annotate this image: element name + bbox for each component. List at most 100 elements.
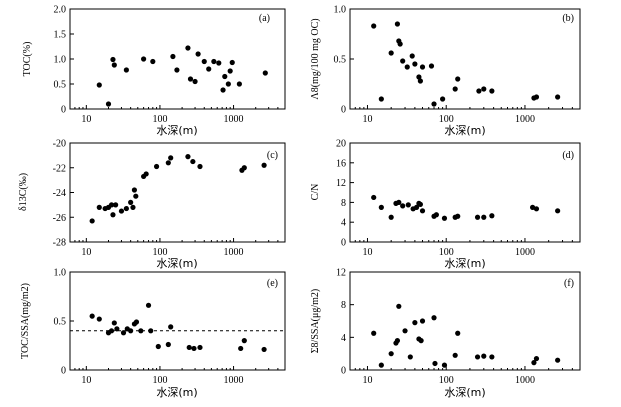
data-point <box>89 313 95 319</box>
panel-f-sigma8-ssa: 0 4 8 12 10 100 1000 (f) Σ8/SSA(μg/m2) 水深(m) <box>310 268 581 399</box>
data-point <box>190 158 196 165</box>
data-points <box>371 21 561 107</box>
y-tick-label: -28 <box>53 238 66 249</box>
data-point <box>431 315 437 321</box>
data-point <box>489 213 495 219</box>
y-tick-label: 20 <box>336 139 346 150</box>
data-point <box>197 344 203 351</box>
y-tick-label: -24 <box>53 188 66 199</box>
data-point <box>417 78 423 84</box>
plot-frame <box>349 8 581 110</box>
data-point <box>378 96 384 102</box>
data-point <box>197 163 203 170</box>
data-point <box>128 328 134 334</box>
data-point <box>241 165 247 171</box>
y-ticks: -28 -26 -24 -22 -20 <box>53 139 74 249</box>
data-point <box>476 88 482 94</box>
data-points <box>89 154 267 224</box>
data-point <box>533 355 540 362</box>
x-tick-label: 1000 <box>224 114 244 125</box>
data-point <box>533 206 540 212</box>
data-point <box>474 354 481 360</box>
data-point <box>407 354 413 360</box>
y-ticks: 0 4 8 12 <box>336 268 354 377</box>
panel-a-toc: 0 0.5 1.0 1.5 2.0 10 100 1000 (a) TOC(%) 水深(m) <box>22 5 286 137</box>
data-point <box>531 360 537 366</box>
data-point <box>402 328 408 334</box>
data-point <box>378 204 384 210</box>
data-point <box>145 302 152 308</box>
y-tick-label: -22 <box>53 163 66 174</box>
y-tick-label: -26 <box>53 213 66 224</box>
data-point <box>481 86 487 92</box>
data-point <box>195 51 201 57</box>
y-tick-label: 4 <box>341 333 346 344</box>
y-tick-label: 2.0 <box>54 5 67 16</box>
data-point <box>148 328 154 334</box>
data-point <box>110 212 116 218</box>
data-point <box>432 360 438 367</box>
data-point <box>397 41 403 47</box>
data-point <box>206 66 212 72</box>
x-axis-label: 水深(m) <box>156 386 197 399</box>
data-point <box>187 76 194 82</box>
data-point <box>433 212 439 218</box>
data-point <box>418 338 424 344</box>
data-point <box>113 202 119 208</box>
y-tick-label: 16 <box>336 158 346 169</box>
data-point <box>481 214 487 220</box>
x-ticks: 10 100 1000 <box>349 238 581 258</box>
x-tick-label: 10 <box>362 247 372 258</box>
data-point <box>371 23 377 29</box>
data-point <box>185 154 191 160</box>
data-point <box>419 318 426 324</box>
x-axis-label: 水深(m) <box>156 257 197 270</box>
data-point <box>241 338 247 344</box>
y-axis-label: Σ8/SSA(μg/m2) <box>310 289 321 354</box>
data-point <box>111 320 117 326</box>
data-point <box>261 162 267 168</box>
data-point <box>489 354 495 360</box>
data-point <box>489 88 495 94</box>
y-ticks: 0 4 8 12 16 20 <box>336 139 354 249</box>
y-ticks: 0 0.5 1.0 <box>54 268 74 377</box>
data-point <box>396 199 402 205</box>
data-point <box>388 351 394 357</box>
x-tick-label: 1000 <box>224 375 244 386</box>
data-point <box>440 96 446 102</box>
y-axis-label: TOC/SSA(mg/m2) <box>20 283 31 359</box>
data-point <box>186 344 192 351</box>
data-point <box>412 61 418 67</box>
data-point <box>96 316 102 322</box>
data-point <box>220 87 226 93</box>
x-tick-label: 100 <box>439 114 454 125</box>
data-point <box>110 56 116 63</box>
data-point <box>371 330 377 336</box>
data-point <box>474 214 481 220</box>
data-point <box>114 326 120 332</box>
data-point <box>238 345 244 352</box>
y-tick-label: 1.0 <box>334 5 347 16</box>
data-point <box>229 59 235 66</box>
x-tick-label: 100 <box>439 247 454 258</box>
data-point <box>388 50 394 56</box>
data-point <box>441 215 448 221</box>
data-point <box>123 67 129 73</box>
x-axis-label: 水深(m) <box>444 386 485 399</box>
x-tick-label: 1000 <box>224 247 244 258</box>
y-ticks: 0 0.5 1.0 <box>334 5 354 116</box>
data-point <box>405 202 411 208</box>
data-point <box>120 330 127 336</box>
y-tick-label: 8 <box>341 300 346 311</box>
data-point <box>481 353 487 359</box>
panel-label: (a) <box>259 13 270 24</box>
x-axis-label: 水深(m) <box>444 257 485 270</box>
data-point <box>394 21 401 27</box>
y-axis-label: C/N <box>310 184 321 201</box>
data-points <box>371 194 561 221</box>
x-ticks: 10 100 1000 <box>69 366 286 386</box>
data-point <box>108 202 115 208</box>
data-point <box>150 58 156 65</box>
data-point <box>118 208 125 214</box>
